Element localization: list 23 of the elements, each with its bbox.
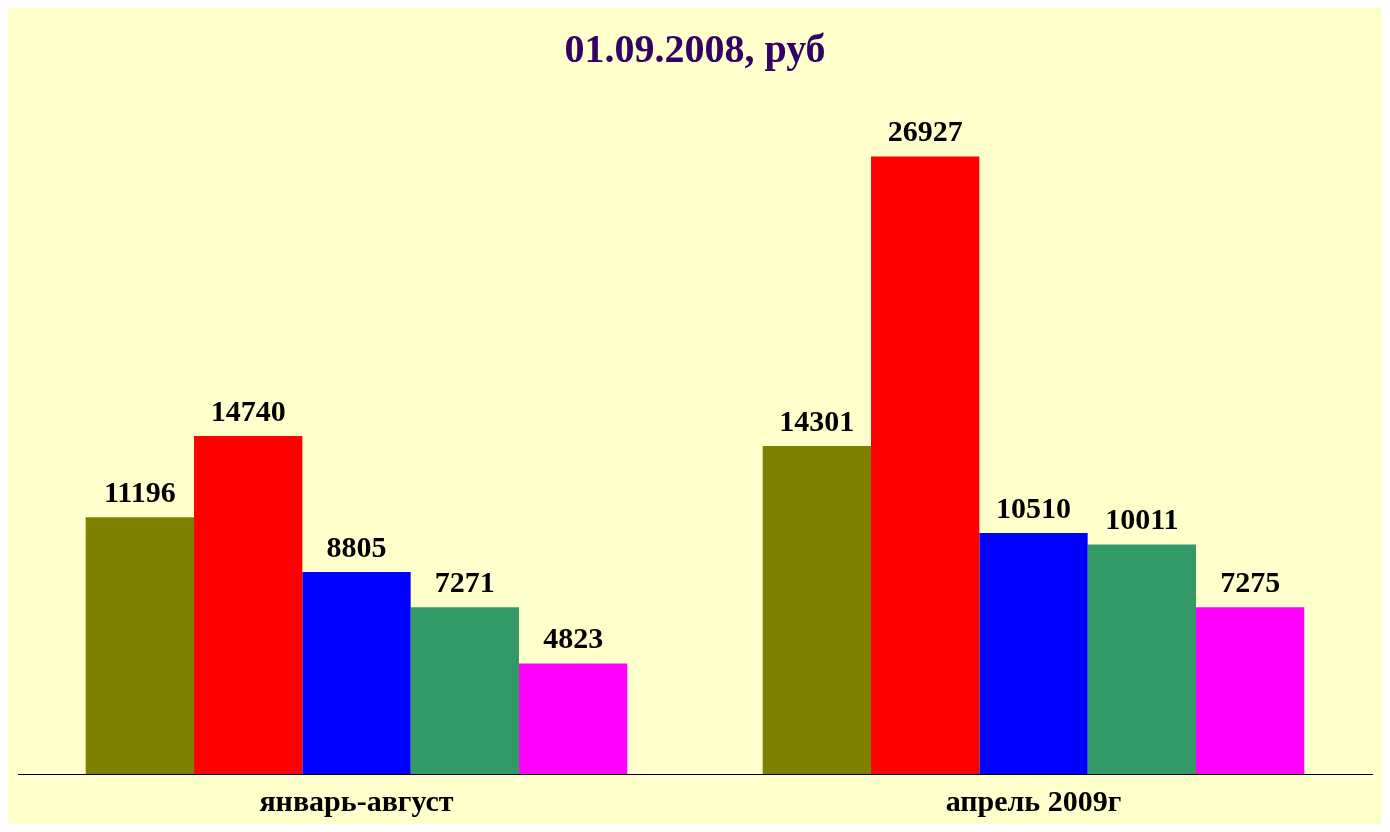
data-label: 14301 <box>779 403 855 437</box>
data-label: 7271 <box>434 565 495 598</box>
bar <box>871 156 980 774</box>
bar <box>85 517 195 774</box>
x-tick-label: январь-август <box>259 783 454 817</box>
bar <box>979 532 1088 774</box>
data-label: 10011 <box>1105 502 1179 536</box>
data-label: 26927 <box>887 114 963 148</box>
chart-title: 01.09.2008, руб <box>564 26 826 72</box>
data-label: 8805 <box>326 529 387 563</box>
bar <box>762 446 872 774</box>
x-tick-label: апрель 2009г <box>945 783 1122 817</box>
bar <box>518 663 628 774</box>
bar <box>302 572 411 774</box>
bar <box>1087 544 1196 774</box>
data-label: 10510 <box>996 490 1071 524</box>
bar <box>410 607 519 774</box>
data-label: 7275 <box>1220 564 1281 598</box>
data-label: 4823 <box>543 621 604 655</box>
bar <box>1195 607 1305 774</box>
bar <box>194 435 303 774</box>
data-label: 14740 <box>210 393 286 427</box>
data-label: 11196 <box>104 474 176 508</box>
